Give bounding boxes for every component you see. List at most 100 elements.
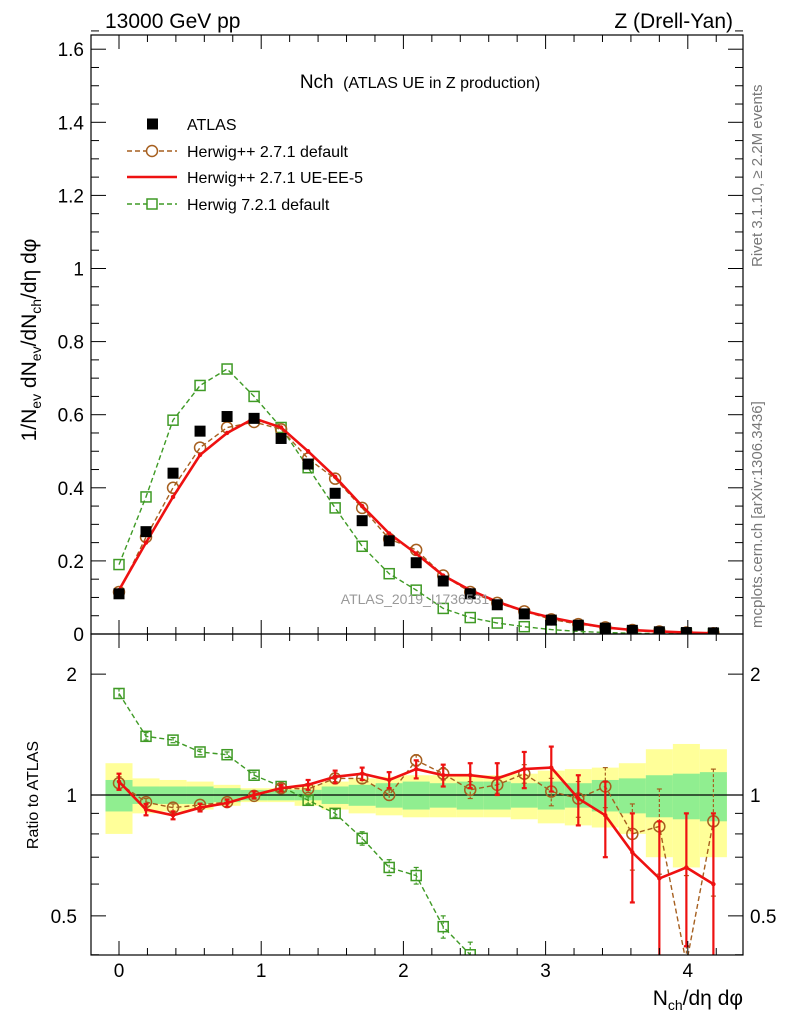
herwig721-point xyxy=(600,985,610,995)
herwig721-point xyxy=(248,769,260,781)
herwig721-point xyxy=(140,730,152,743)
legend-label: ATLAS xyxy=(187,117,237,134)
ratio-y-tick-label-right: 0.5 xyxy=(750,907,776,928)
herwig721-point xyxy=(491,617,504,629)
herwig721-point xyxy=(329,807,341,820)
data-point xyxy=(194,425,206,437)
herwig721-point xyxy=(383,861,395,874)
herwigpp-ueee5-point xyxy=(332,774,338,780)
herwig721-point xyxy=(167,414,179,426)
herwig721-point xyxy=(546,985,556,995)
main-y-tick-label: 0 xyxy=(73,625,84,646)
plot-title-main: Nch xyxy=(300,72,334,93)
herwig721-point xyxy=(329,502,341,514)
herwig721-point xyxy=(519,985,529,995)
herwigpp-ueee5-point xyxy=(278,425,284,430)
herwigpp-ueee5-point xyxy=(143,807,149,812)
ratio-band-inner xyxy=(618,778,646,814)
herwigpp-ueee5-point xyxy=(224,800,230,806)
data-point xyxy=(221,411,233,423)
main-y-tick-label: 1 xyxy=(73,260,84,281)
herwig721-point xyxy=(113,687,125,700)
herwigpp-ueee5-point xyxy=(413,551,419,556)
process-label: Z (Drell-Yan) xyxy=(614,10,733,33)
herwig721-point xyxy=(492,985,502,995)
herwig721-point xyxy=(221,748,233,761)
data-point xyxy=(302,458,314,470)
data-point xyxy=(383,535,395,547)
main-y-tick-label: 0.8 xyxy=(58,333,84,354)
x-tick-label: 0 xyxy=(114,961,125,982)
herwig721-point xyxy=(356,832,368,845)
main-y-tick-label: 0.4 xyxy=(58,479,85,500)
herwigpp-ueee5-point xyxy=(711,881,716,887)
x-tick-label: 3 xyxy=(540,961,551,982)
herwigpp-ueee5-point xyxy=(197,452,203,458)
legend-entry: Herwig 7.2.1 default xyxy=(127,197,330,214)
herwigpp-ueee5-point xyxy=(468,773,473,778)
legend-entry: ATLAS xyxy=(147,117,237,134)
herwigpp-ueee5-point xyxy=(359,503,365,509)
legend-label: Herwig++ 2.7.1 UE-EE-5 xyxy=(187,170,363,187)
energy-label: 13000 GeV pp xyxy=(105,10,240,33)
data-point xyxy=(491,599,503,611)
main-y-tick-label: 0.2 xyxy=(58,552,84,573)
herwigpp-ueee5-point xyxy=(332,474,338,480)
legend: ATLAS Herwig++ 2.7.1 default Herwig++ 2.7.… xyxy=(127,117,363,214)
herwigpp-ueee5-point xyxy=(576,796,581,801)
x-tick-label: 2 xyxy=(398,961,409,982)
data-point xyxy=(464,588,476,600)
herwigpp-default-point xyxy=(355,501,369,515)
ratio-y-tick-label: 2 xyxy=(66,665,77,686)
herwigpp-ueee5-point xyxy=(386,531,392,536)
herwigpp-ueee5-point xyxy=(170,494,176,500)
main-y-tick-label: 1.6 xyxy=(58,40,84,61)
x-axis-label: Nch/dη dφ xyxy=(653,987,743,1013)
data-point xyxy=(140,526,152,538)
herwig721-point xyxy=(194,746,206,758)
data-point xyxy=(626,624,638,634)
herwigpp-ueee5-point xyxy=(657,876,662,881)
plot-title-sub: (ATLAS UE in Z production) xyxy=(343,75,540,92)
series-line xyxy=(118,368,714,634)
data-point xyxy=(437,575,449,587)
legend-entry: Herwig++ 2.7.1 UE-EE-5 xyxy=(127,170,363,187)
herwigpp-ueee5-point xyxy=(170,813,176,818)
herwigpp-ueee5-point xyxy=(278,785,284,791)
data-point xyxy=(356,515,368,527)
data-point xyxy=(248,412,260,424)
herwigpp-ueee5-point xyxy=(251,792,257,798)
plot-title: Nch (ATLAS UE in Z production) xyxy=(300,72,540,93)
herwigpp-ueee5-point xyxy=(305,782,311,788)
legend-circle-marker xyxy=(145,144,159,158)
herwigpp-ueee5-point xyxy=(630,850,635,855)
ratio-y-tick-label: 0.5 xyxy=(51,907,77,928)
herwigpp-ueee5-point xyxy=(197,805,203,810)
data-point xyxy=(545,614,557,626)
herwig721-point xyxy=(383,567,395,580)
data-point xyxy=(329,487,341,499)
legend-square-marker xyxy=(146,198,158,210)
herwigpp-ueee5-point xyxy=(495,776,500,781)
herwigpp-ueee5-point xyxy=(522,766,527,772)
herwig721-point xyxy=(221,363,233,375)
ratio-panel-content xyxy=(91,687,743,995)
herwig721-point xyxy=(248,390,260,403)
herwig721-point xyxy=(113,558,125,571)
herwigpp-default-point xyxy=(382,788,396,802)
mcplots-label: mcplots.cern.ch [arXiv:1306.3436] xyxy=(749,401,766,628)
herwigpp-ueee5-point xyxy=(386,777,392,783)
herwig721-point xyxy=(518,620,531,633)
ratio-y-tick-label: 1 xyxy=(66,786,77,807)
herwig721-point xyxy=(410,584,422,596)
legend-data-marker xyxy=(147,118,158,130)
herwigpp-ueee5-point xyxy=(413,766,419,772)
herwigpp-ueee5-point xyxy=(116,779,122,784)
data-point xyxy=(572,619,584,631)
main-panel-content xyxy=(112,363,720,634)
herwigpp-ueee5-point xyxy=(305,449,311,454)
herwigpp-ueee5-point xyxy=(441,773,446,778)
rivet-label: Rivet 3.1.10, ≥ 2.2M events xyxy=(749,85,766,268)
legend-label: Herwig++ 2.7.1 default xyxy=(187,144,349,161)
